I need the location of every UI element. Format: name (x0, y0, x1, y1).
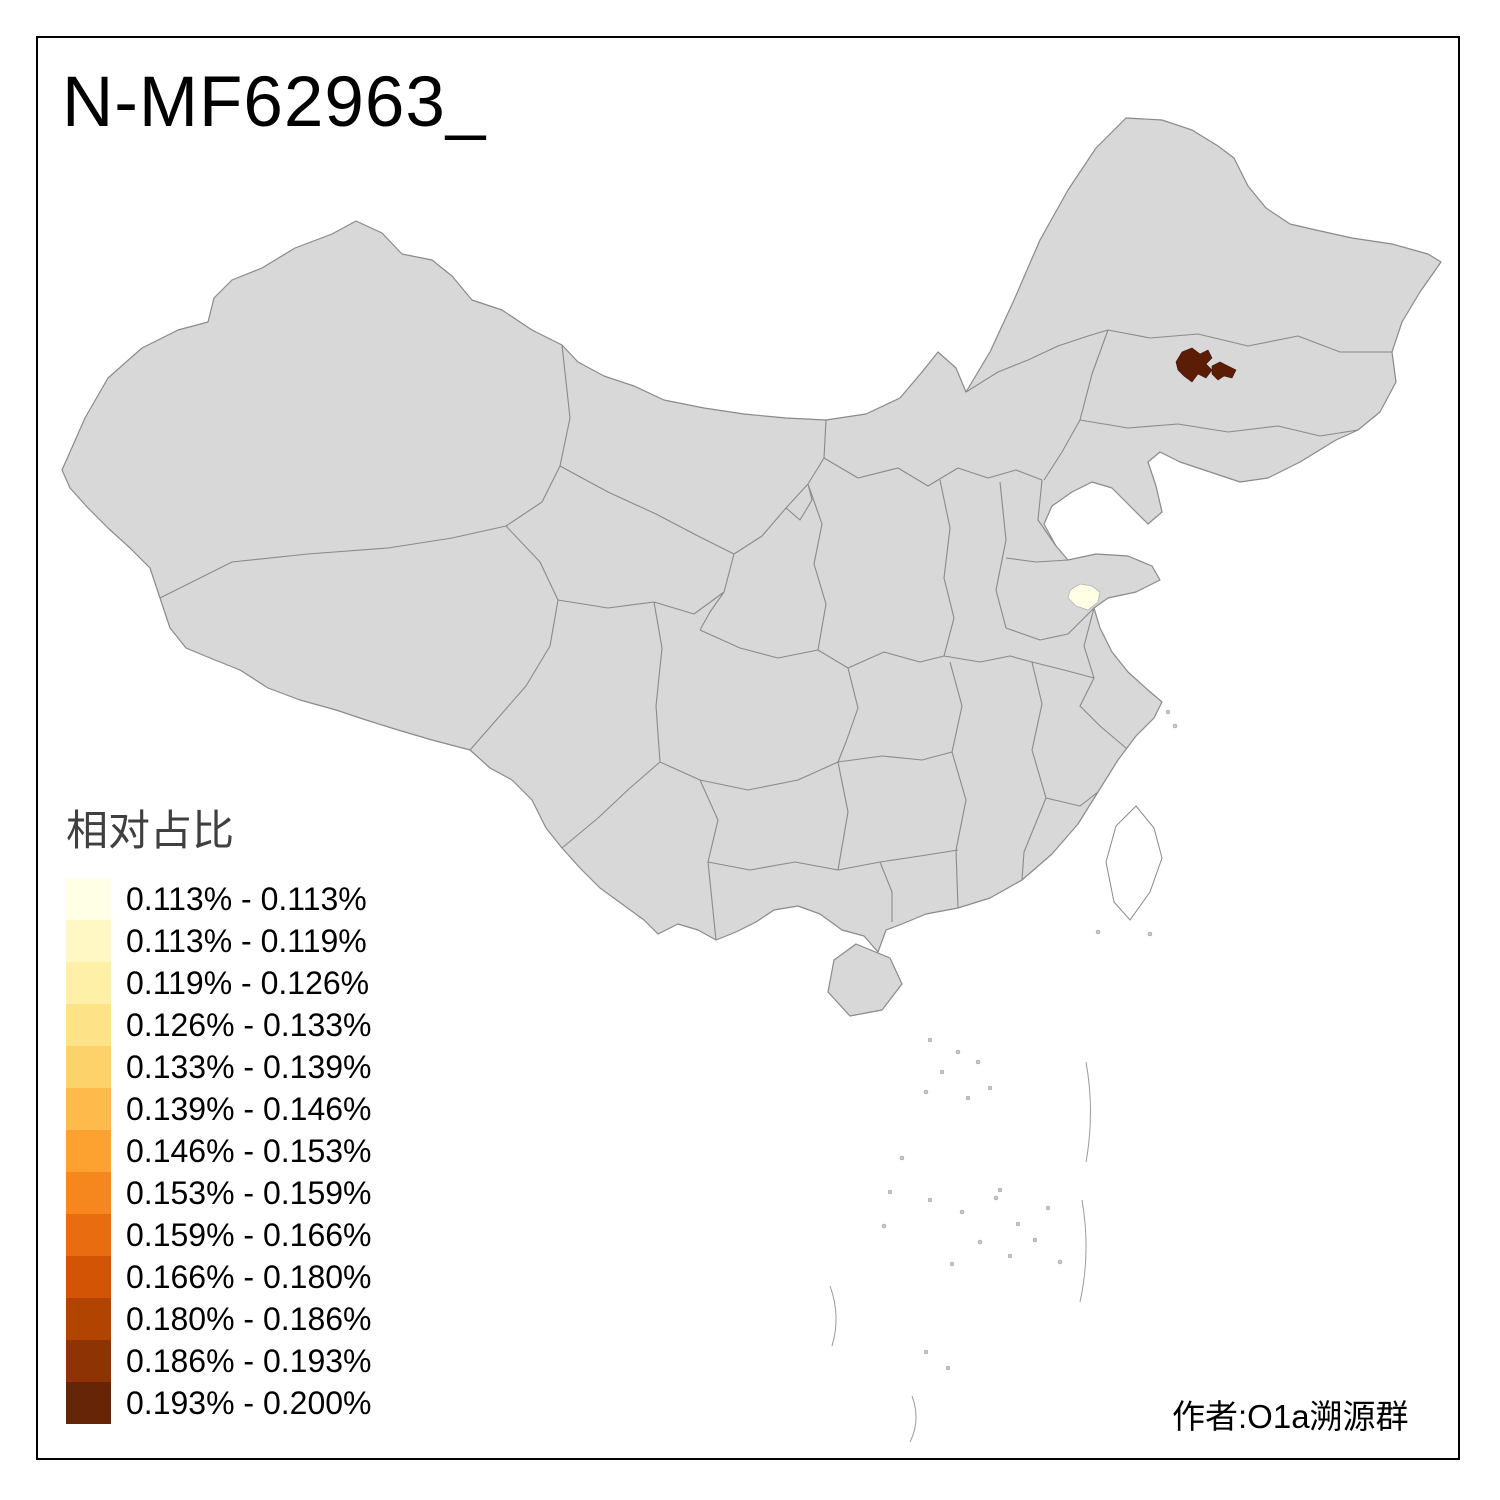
legend-item: 0.133% - 0.139% (66, 1046, 372, 1088)
highlight-region-dark (1175, 347, 1213, 383)
legend-item: 0.113% - 0.113% (66, 878, 372, 920)
hainan-island (827, 943, 903, 1017)
legend-item: 0.139% - 0.146% (66, 1088, 372, 1130)
legend-swatch (66, 1172, 111, 1214)
legend-title: 相对占比 (66, 807, 235, 854)
legend-label: 0.166% - 0.180% (126, 1258, 372, 1295)
legend-swatch (66, 1046, 111, 1088)
legend-label: 0.119% - 0.126% (126, 964, 370, 1001)
legend-item: 0.153% - 0.159% (66, 1172, 372, 1214)
legend-label: 0.113% - 0.119% (126, 922, 367, 959)
legend-label: 0.153% - 0.159% (126, 1174, 372, 1211)
legend-swatch (66, 1004, 111, 1046)
legend-label: 0.180% - 0.186% (126, 1300, 372, 1337)
mainland-china (61, 117, 1442, 953)
legend-label: 0.186% - 0.193% (126, 1342, 372, 1379)
legend-item: 0.186% - 0.193% (66, 1340, 372, 1382)
legend-item: 0.126% - 0.133% (66, 1004, 372, 1046)
legend: 相对占比 0.113% - 0.113% 0.113% - 0.119% 0.1… (66, 810, 372, 1424)
highlight-region-light (1067, 583, 1101, 611)
legend-swatch (66, 962, 111, 1004)
legend-swatch (66, 878, 111, 920)
legend-label: 0.113% - 0.113% (126, 880, 367, 917)
legend-swatch (66, 1130, 111, 1172)
highlight-region-dark-2 (1211, 361, 1237, 381)
legend-swatch (66, 1298, 111, 1340)
sea-islands (829, 709, 1178, 1443)
legend-item: 0.146% - 0.153% (66, 1130, 372, 1172)
legend-swatch (66, 1340, 111, 1382)
taiwan-island (1105, 805, 1163, 921)
legend-label: 0.133% - 0.139% (126, 1048, 372, 1085)
legend-swatch (66, 1214, 111, 1256)
legend-item: 0.180% - 0.186% (66, 1298, 372, 1340)
provinces (61, 117, 1442, 1017)
legend-item: 0.193% - 0.200% (66, 1382, 372, 1424)
legend-item: 0.113% - 0.119% (66, 920, 372, 962)
legend-label: 0.146% - 0.153% (126, 1132, 372, 1169)
legend-swatch (66, 920, 111, 962)
legend-label: 0.126% - 0.133% (126, 1006, 372, 1043)
legend-swatch (66, 1088, 111, 1130)
legend-swatch (66, 1382, 111, 1424)
legend-item: 0.166% - 0.180% (66, 1256, 372, 1298)
attribution: 作者:O1a溯源群 (1172, 1398, 1409, 1435)
legend-swatch (66, 1256, 111, 1298)
legend-item: 0.159% - 0.166% (66, 1214, 372, 1256)
legend-label: 0.159% - 0.166% (126, 1216, 372, 1253)
page-title: N-MF62963_ (62, 63, 487, 142)
province-borders (159, 329, 1392, 941)
legend-label: 0.193% - 0.200% (126, 1384, 372, 1421)
legend-label: 0.139% - 0.146% (126, 1090, 372, 1127)
legend-item: 0.119% - 0.126% (66, 962, 372, 1004)
